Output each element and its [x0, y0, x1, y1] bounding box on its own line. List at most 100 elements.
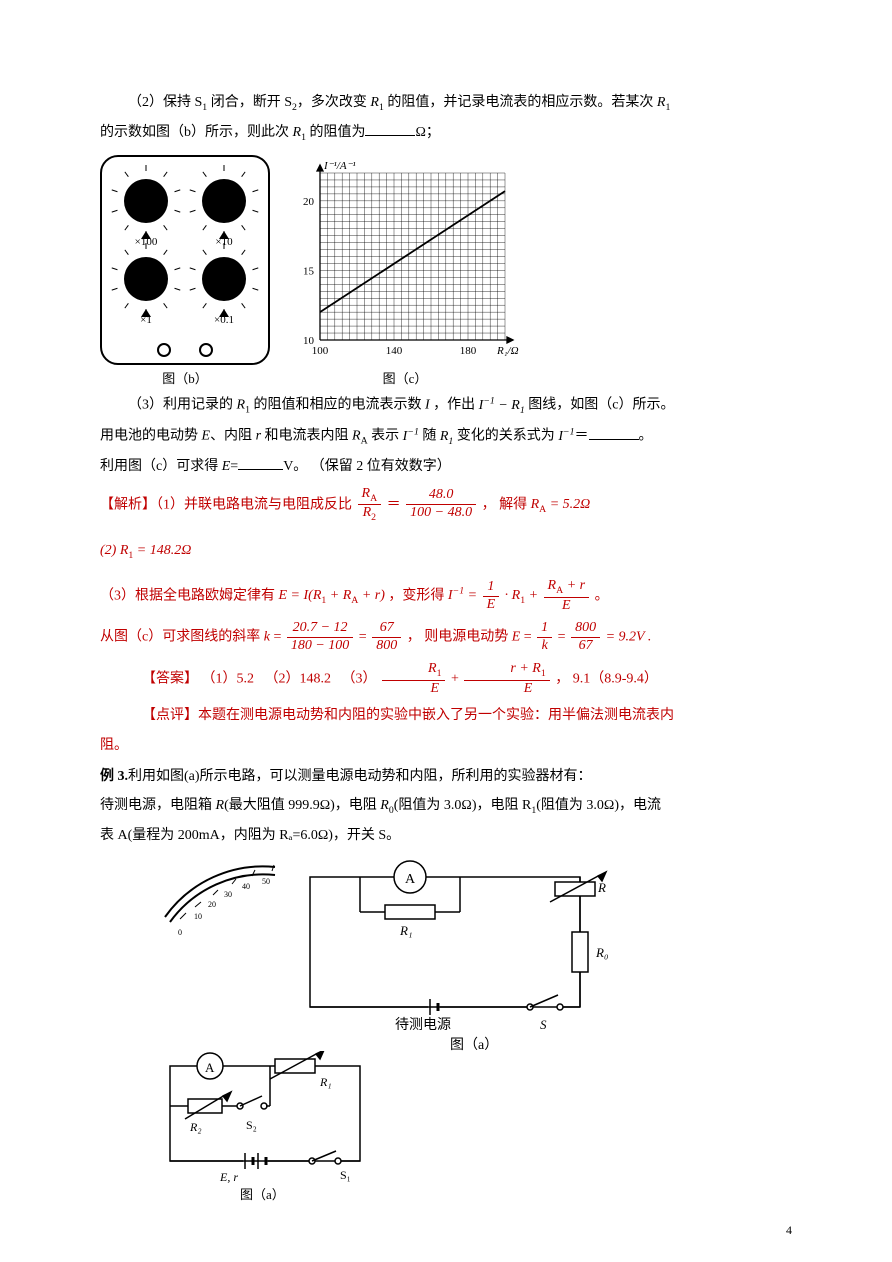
blank-E — [238, 456, 283, 470]
figure-b-caption: 图（b） — [162, 367, 208, 390]
eq: ＝ — [387, 497, 401, 512]
figure-c-caption: 图（c） — [383, 367, 428, 390]
svg-text:20: 20 — [208, 900, 216, 909]
ex3-line1: 例 3.利用如图(a)所示电路，可以测量电源电动势和内阻，所利用的实验器材有： — [100, 764, 792, 789]
svg-text:I⁻¹/A⁻¹: I⁻¹/A⁻¹ — [323, 160, 356, 172]
circuit-a-caption: 图（a） — [450, 1037, 498, 1053]
t: 的示数如图（b）所示，则此次 — [100, 125, 293, 140]
t: 用电池的电动势 — [100, 429, 202, 444]
svg-text:100: 100 — [312, 345, 329, 357]
circuit-diagrams: 0 1020 3040 50 — [160, 857, 792, 1201]
t: 阻。 — [100, 738, 128, 753]
t: （1）并联电路电流与电阻成反比 — [156, 497, 352, 512]
sol-p3: （3）根据全电路欧姆定律有 E = I(R1 + RA + r) ，变形得 I−… — [100, 578, 792, 614]
t: 变化的关系式为 — [453, 429, 558, 444]
figure-row: ×100 ×10 ×1 ×0.1 图（b） 100140180101520I⁻¹… — [100, 155, 792, 390]
den: E — [483, 597, 500, 614]
r1-label: R₁ — [399, 923, 412, 938]
dial-100: ×100 — [110, 165, 182, 237]
svg-text:50: 50 — [262, 877, 270, 886]
num: 800 — [571, 620, 600, 638]
svg-text:180: 180 — [460, 345, 477, 357]
comment-block: 【点评】本题在测电源电动势和内阻的实验中嵌入了另一个实验：用半偏法测电流表内 阻… — [100, 703, 792, 757]
sub: A — [361, 436, 368, 447]
q3-line1: （3）利用记录的 R1 的阻值和相应的电流表示数 I ，作出 I−1 − R1 … — [100, 392, 792, 419]
svg-text:140: 140 — [386, 345, 403, 357]
t: 。 — [639, 429, 653, 444]
t: ，变形得 — [388, 588, 448, 603]
num: R1 — [382, 661, 445, 681]
r0-label: R₀ — [595, 945, 608, 960]
den: 180 − 100 — [287, 638, 353, 655]
den: R2 — [358, 505, 382, 524]
t: 和电流表内阻 — [261, 429, 352, 444]
label: 【答案】 — [142, 671, 198, 686]
r2-label: R₂ — [189, 1120, 202, 1134]
ex3-line3: 表 A(量程为 200mA，内阻为 Rₐ=6.0Ω)，开关 S。 — [100, 823, 792, 848]
circuit-a2-caption: 图（a） — [240, 1187, 285, 1201]
t: 的阻值为 — [306, 125, 366, 140]
den: 100 − 48.0 — [406, 505, 476, 522]
solution-block: 【解析】（1）并联电路电流与电阻成反比 RAR2 ＝ 48.0100 − 48.… — [100, 486, 792, 524]
label: 【点评】 — [142, 708, 198, 723]
t: 表 A(量程为 200mA，内阻为 Rₐ=6.0Ω)，开关 S。 — [100, 828, 400, 843]
a1: （1）5.2 — [202, 671, 255, 686]
tick0: 0 — [178, 928, 182, 937]
blank-expr — [589, 426, 639, 440]
page-number: 4 — [786, 1220, 792, 1242]
q3-line2: 用电池的电动势 E、内阻 r 和电流表内阻 RA 表示 I−1 随 R1 变化的… — [100, 423, 792, 450]
er-label: E, r — [219, 1170, 238, 1184]
q2-text-2: 的示数如图（b）所示，则此次 R1 的阻值为Ω； — [100, 120, 792, 146]
t: ， 则电源电动势 — [407, 630, 512, 645]
den: E — [464, 681, 549, 698]
s-label: S — [540, 1017, 547, 1032]
t: 的阻值，并记录电流表的相应示数。若某次 — [384, 95, 657, 110]
jack — [157, 343, 171, 357]
mid: · R1 + — [505, 588, 542, 603]
t: ＝ — [575, 429, 589, 444]
ex-label: 例 3. — [100, 769, 128, 784]
var: R — [352, 429, 361, 444]
den: 800 — [372, 638, 401, 655]
svg-text:40: 40 — [242, 882, 250, 891]
var: R — [237, 398, 246, 413]
t: 的阻值和相应的电流表示数 — [250, 398, 425, 413]
r1-label: R₁ — [319, 1075, 332, 1089]
dial-10: ×10 — [188, 165, 260, 237]
svg-text:30: 30 — [224, 890, 232, 899]
var: R — [216, 798, 225, 813]
den: 67 — [571, 638, 600, 655]
ammeter-label: A — [405, 872, 416, 887]
circuit-a-small: A R₁ R₂ S₂ E, r S₁ 图（a） — [160, 1051, 380, 1201]
t: （3）根据全电路欧姆定律有 — [100, 588, 279, 603]
t: (阻值为 3.0Ω)，电流 — [536, 798, 661, 813]
t: = — [230, 459, 238, 474]
t: 待测电源，电阻箱 — [100, 798, 216, 813]
t: 利用图（c）可求得 — [100, 459, 222, 474]
t: 利用如图(a)所示电路，可以测量电源电动势和内阻，所利用的实验器材有： — [128, 769, 592, 784]
figure-b: ×100 ×10 ×1 ×0.1 图（b） — [100, 155, 270, 390]
t: ，多次改变 — [297, 95, 371, 110]
ex3-line2: 待测电源，电阻箱 R(最大阻值 999.9Ω)，电阻 R0(阻值为 3.0Ω)，… — [100, 793, 792, 819]
t: （3）利用记录的 — [128, 398, 237, 413]
num: RA + r — [544, 578, 590, 598]
sol-p4: 从图（c）可求图线的斜率 k = 20.7 − 12180 − 100 = 67… — [100, 620, 792, 655]
num: r + R1 — [464, 661, 549, 681]
circuit-a-main: 0 1020 3040 50 — [160, 857, 620, 1057]
var: E — [202, 429, 211, 444]
den: E — [544, 598, 590, 615]
var: R — [380, 798, 389, 813]
plus: + — [451, 671, 462, 686]
den: E — [382, 681, 445, 698]
num: 20.7 − 12 — [287, 620, 353, 638]
unit: Ω； — [415, 125, 439, 140]
blank-r1 — [365, 122, 415, 136]
var: R — [370, 95, 379, 110]
svg-text:10: 10 — [303, 335, 315, 347]
jack — [199, 343, 213, 357]
t: 图线，如图（c）所示。 — [525, 398, 675, 413]
t: 本题在测电源电动势和内阻的实验中嵌入了另一个实验：用半偏法测电流表内 — [198, 708, 674, 723]
svg-text:15: 15 — [303, 265, 315, 277]
t: (阻值为 3.0Ω)，电阻 R — [394, 798, 532, 813]
num: 67 — [372, 620, 401, 638]
